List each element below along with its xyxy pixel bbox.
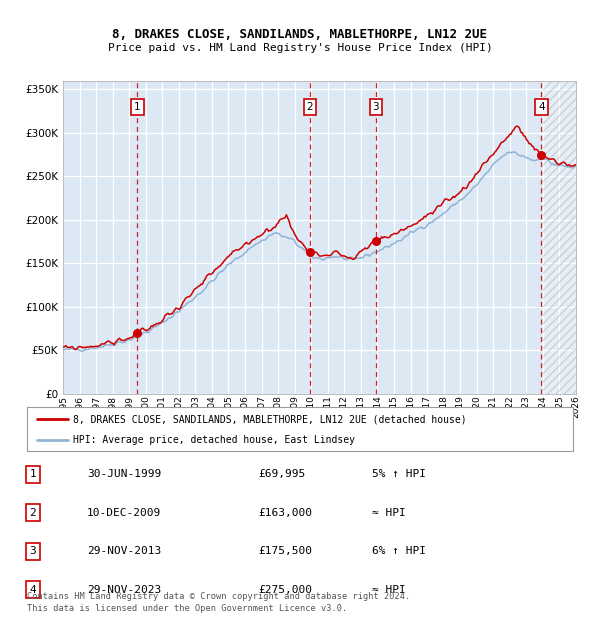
Text: 1: 1 <box>29 469 37 479</box>
Text: 29-NOV-2013: 29-NOV-2013 <box>87 546 161 556</box>
Bar <box>543 81 576 394</box>
Bar <box>543 81 576 394</box>
Text: £163,000: £163,000 <box>258 508 312 518</box>
Text: 8, DRAKES CLOSE, SANDILANDS, MABLETHORPE, LN12 2UE: 8, DRAKES CLOSE, SANDILANDS, MABLETHORPE… <box>113 29 487 41</box>
Text: 8, DRAKES CLOSE, SANDILANDS, MABLETHORPE, LN12 2UE (detached house): 8, DRAKES CLOSE, SANDILANDS, MABLETHORPE… <box>73 414 467 424</box>
Text: 2: 2 <box>29 508 37 518</box>
Text: 3: 3 <box>373 102 379 112</box>
Text: 6% ↑ HPI: 6% ↑ HPI <box>372 546 426 556</box>
Text: £175,500: £175,500 <box>258 546 312 556</box>
Text: 30-JUN-1999: 30-JUN-1999 <box>87 469 161 479</box>
Text: 5% ↑ HPI: 5% ↑ HPI <box>372 469 426 479</box>
Text: HPI: Average price, detached house, East Lindsey: HPI: Average price, detached house, East… <box>73 435 355 445</box>
Text: 3: 3 <box>29 546 37 556</box>
Text: ≈ HPI: ≈ HPI <box>372 508 406 518</box>
Text: ≈ HPI: ≈ HPI <box>372 585 406 595</box>
Text: 10-DEC-2009: 10-DEC-2009 <box>87 508 161 518</box>
FancyBboxPatch shape <box>27 407 573 451</box>
Text: 2: 2 <box>307 102 313 112</box>
Text: £275,000: £275,000 <box>258 585 312 595</box>
Text: Price paid vs. HM Land Registry's House Price Index (HPI): Price paid vs. HM Land Registry's House … <box>107 43 493 53</box>
Text: 4: 4 <box>538 102 545 112</box>
Text: 29-NOV-2023: 29-NOV-2023 <box>87 585 161 595</box>
Text: £69,995: £69,995 <box>258 469 305 479</box>
Text: Contains HM Land Registry data © Crown copyright and database right 2024.
This d: Contains HM Land Registry data © Crown c… <box>27 591 410 613</box>
Text: 4: 4 <box>29 585 37 595</box>
Text: 1: 1 <box>134 102 141 112</box>
